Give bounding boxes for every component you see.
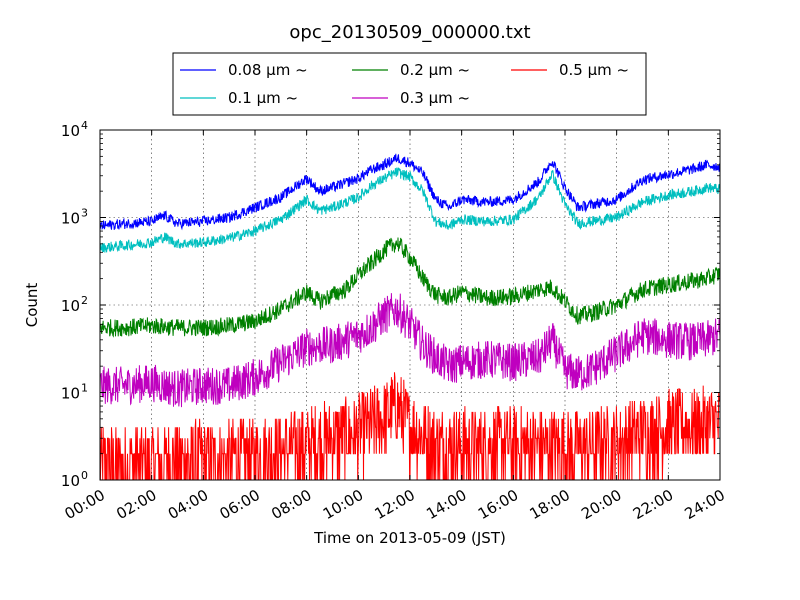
series-line (100, 372, 720, 480)
legend: 0.08 μm ~ 0.1 μm ~ 0.2 μm ~ 0.3 μm ~ 0.5 μm … (172, 52, 647, 116)
series-line (100, 167, 720, 253)
series-line (100, 293, 720, 408)
legend-label: 0.5 μm ~ (559, 61, 629, 79)
legend-label: 0.3 μm ~ (400, 89, 470, 107)
series-line (100, 153, 720, 231)
legend-frame (172, 52, 647, 116)
chart-title: opc_20130509_000000.txt (289, 22, 530, 43)
y-axis-title: Count (23, 283, 41, 328)
legend-label: 0.08 μm ~ (228, 61, 308, 79)
legend-label: 0.2 μm ~ (400, 61, 470, 79)
series-line (100, 237, 720, 338)
data-series (100, 153, 720, 480)
x-axis-title: Time on 2013-05-09 (JST) (313, 529, 506, 547)
legend-label: 0.1 μm ~ (228, 89, 298, 107)
